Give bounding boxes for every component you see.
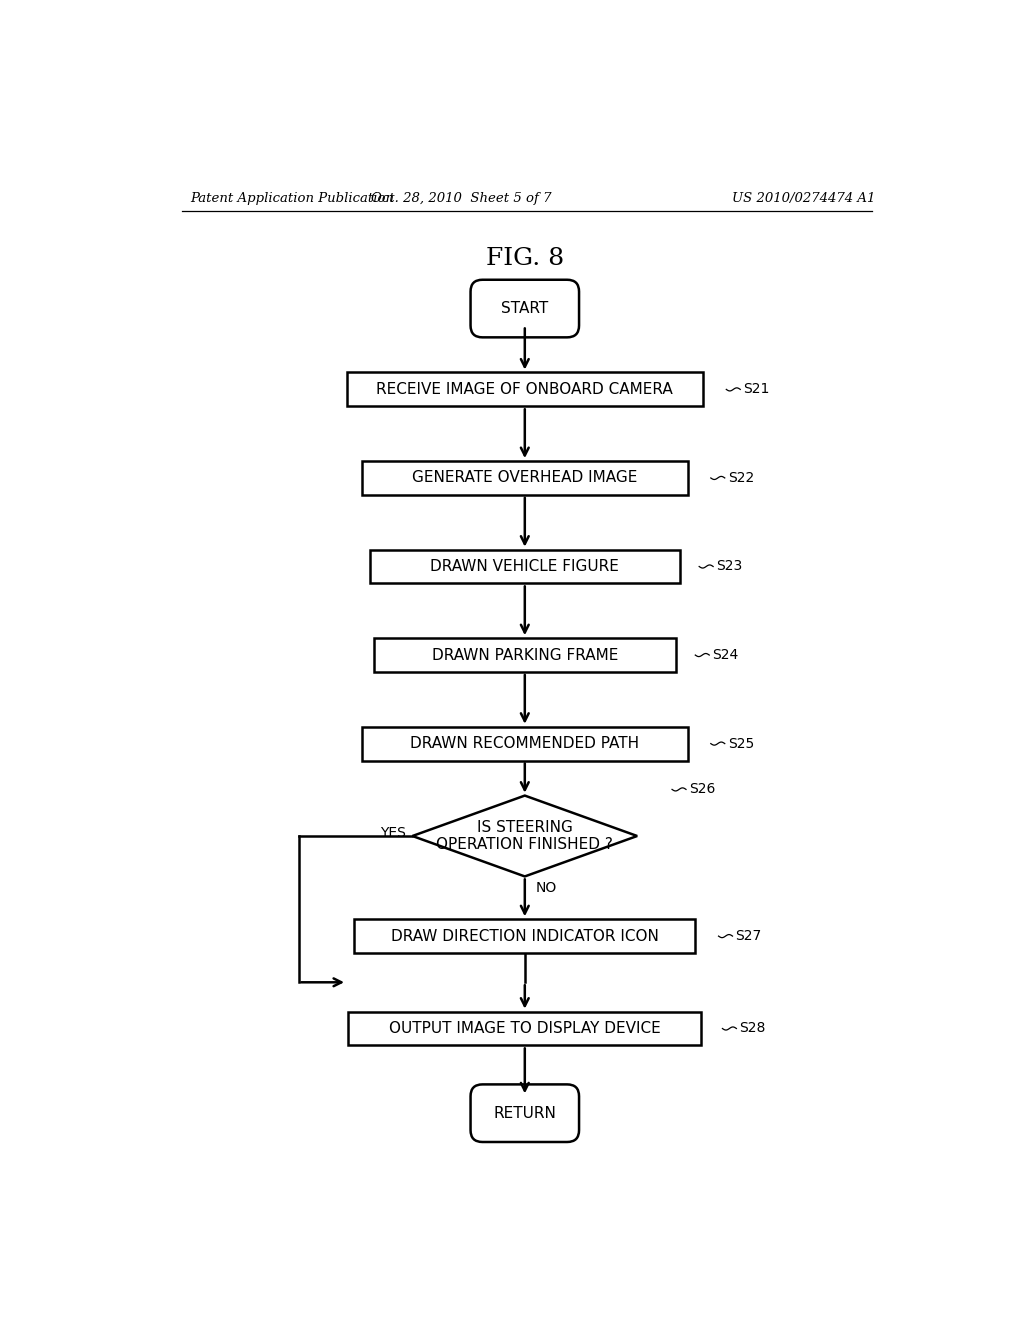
Text: S25: S25	[728, 737, 754, 751]
Bar	[374, 638, 676, 672]
Text: RECEIVE IMAGE OF ONBOARD CAMERA: RECEIVE IMAGE OF ONBOARD CAMERA	[377, 381, 673, 397]
Text: S27: S27	[735, 929, 762, 942]
Text: GENERATE OVERHEAD IMAGE: GENERATE OVERHEAD IMAGE	[412, 470, 638, 486]
Text: Patent Application Publication: Patent Application Publication	[190, 191, 394, 205]
Bar	[370, 549, 680, 583]
Bar	[354, 919, 695, 953]
Text: S26: S26	[689, 783, 716, 796]
Text: US 2010/0274474 A1: US 2010/0274474 A1	[732, 191, 876, 205]
Text: DRAWN VEHICLE FIGURE: DRAWN VEHICLE FIGURE	[430, 558, 620, 574]
Text: DRAWN PARKING FRAME: DRAWN PARKING FRAME	[431, 648, 618, 663]
Bar	[362, 461, 687, 495]
Text: YES: YES	[380, 826, 407, 840]
Text: OUTPUT IMAGE TO DISPLAY DEVICE: OUTPUT IMAGE TO DISPLAY DEVICE	[389, 1020, 660, 1036]
Text: S23: S23	[716, 560, 742, 573]
Text: S22: S22	[728, 471, 754, 484]
Bar	[346, 372, 703, 407]
Text: START: START	[501, 301, 549, 315]
Bar	[362, 726, 687, 760]
FancyBboxPatch shape	[471, 280, 579, 338]
Text: DRAWN RECOMMENDED PATH: DRAWN RECOMMENDED PATH	[411, 737, 639, 751]
Polygon shape	[413, 796, 637, 876]
Text: Oct. 28, 2010  Sheet 5 of 7: Oct. 28, 2010 Sheet 5 of 7	[371, 191, 552, 205]
Text: DRAW DIRECTION INDICATOR ICON: DRAW DIRECTION INDICATOR ICON	[391, 928, 658, 944]
Text: S28: S28	[739, 1022, 766, 1035]
Text: NO: NO	[536, 880, 557, 895]
Text: RETURN: RETURN	[494, 1106, 556, 1121]
Text: S24: S24	[713, 648, 738, 663]
Text: FIG. 8: FIG. 8	[485, 247, 564, 271]
FancyBboxPatch shape	[471, 1085, 579, 1142]
Text: S21: S21	[743, 383, 770, 396]
Bar	[348, 1011, 701, 1045]
Text: IS STEERING
OPERATION FINISHED ?: IS STEERING OPERATION FINISHED ?	[436, 820, 613, 853]
